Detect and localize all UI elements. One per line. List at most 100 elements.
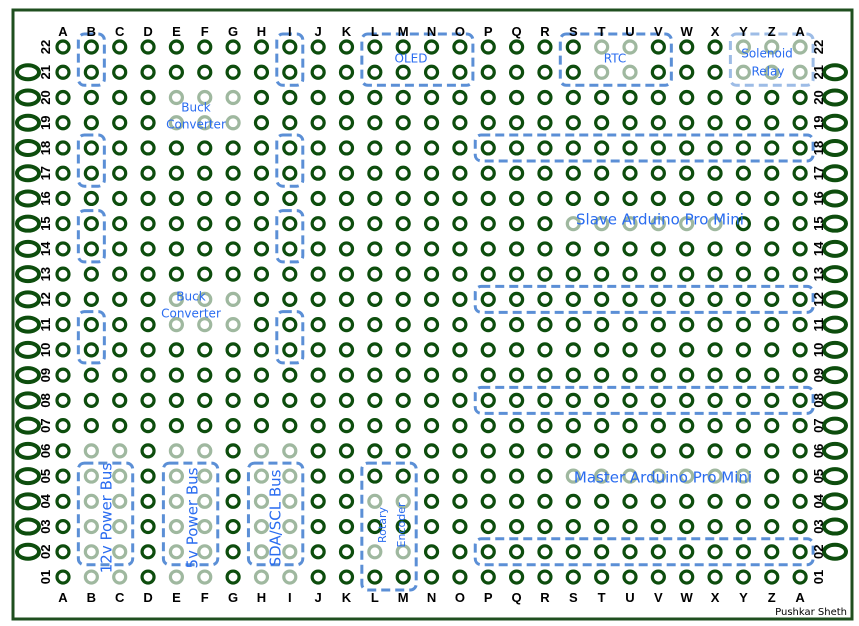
hole [565,569,581,585]
hole [707,115,723,131]
hole [480,216,496,232]
hole [395,140,411,156]
hole [168,64,184,80]
hole [792,342,808,358]
hole [735,367,752,383]
hole [112,140,128,156]
hole [367,39,383,55]
hole [565,518,581,535]
hole [565,39,581,55]
hole [55,342,71,358]
hole [423,115,440,131]
hole [112,493,128,509]
hole [140,569,156,585]
row-label: 16 [38,191,53,205]
hole [480,241,496,257]
hole [679,165,695,181]
hole [225,241,241,257]
hole [197,89,213,106]
hole [537,493,553,509]
hole [282,468,298,484]
hole [508,317,525,333]
hole [367,493,383,509]
hole [310,317,326,333]
row-label: 17 [38,166,53,180]
hole [197,418,213,434]
hole [792,418,808,434]
hole [197,518,213,535]
hole [480,367,496,383]
hole [650,39,666,55]
hole [537,216,553,232]
hole [679,418,695,434]
hole [197,266,213,282]
hole [253,291,270,307]
hole [112,241,128,257]
hole [423,89,440,106]
hole [282,367,298,383]
hole [423,291,440,307]
column-label: I [288,590,292,605]
hole [338,140,355,156]
hole [735,266,752,282]
edge-pad [822,441,848,460]
hole [764,165,780,181]
hole [594,89,610,106]
hole [197,342,213,358]
hole [253,367,270,383]
hole [112,115,128,131]
grid-labels: A A B B C C D D E E F F G G H H I I J J K K L L M M N N O O P P Q Q R R S S T T… [38,24,826,605]
hole [423,518,440,535]
hole [253,266,270,282]
hole [537,418,553,434]
hole [423,569,440,585]
hole [594,165,610,181]
hole [707,544,723,560]
column-label: E [172,590,181,605]
hole [55,392,71,408]
hole [112,266,128,282]
hole [310,89,326,106]
hole [112,367,128,383]
hole [594,140,610,156]
hole [282,291,298,307]
hole [395,115,411,131]
hole [197,544,213,560]
hole [735,241,752,257]
hole [650,190,666,207]
hole [310,140,326,156]
edge-pad [822,214,848,233]
hole [83,165,99,181]
hole [55,64,71,80]
hole [310,216,326,232]
hole [508,291,525,307]
hole [707,518,723,535]
hole [650,418,666,434]
hole [367,367,383,383]
hole [367,518,383,535]
hole [225,266,241,282]
hole [168,342,184,358]
hole [55,89,71,106]
column-label: Q [512,590,522,605]
edge-pad [15,63,41,82]
row-label: 08 [38,393,53,407]
hole [282,317,298,333]
hole [253,418,270,434]
header-row-outline [473,133,815,163]
hole [594,443,610,459]
hole [338,39,355,55]
hole [679,291,695,307]
hole [679,342,695,358]
hole [679,89,695,106]
hole [367,140,383,156]
hole [395,569,411,585]
edge-pad [15,265,41,284]
edge-pad [15,467,41,486]
hole [480,39,496,55]
hole [423,418,440,434]
row-label: 16 [811,191,826,205]
hole [168,165,184,181]
solenoid-relay-label: Solenoid [741,47,793,61]
hole [83,443,99,459]
